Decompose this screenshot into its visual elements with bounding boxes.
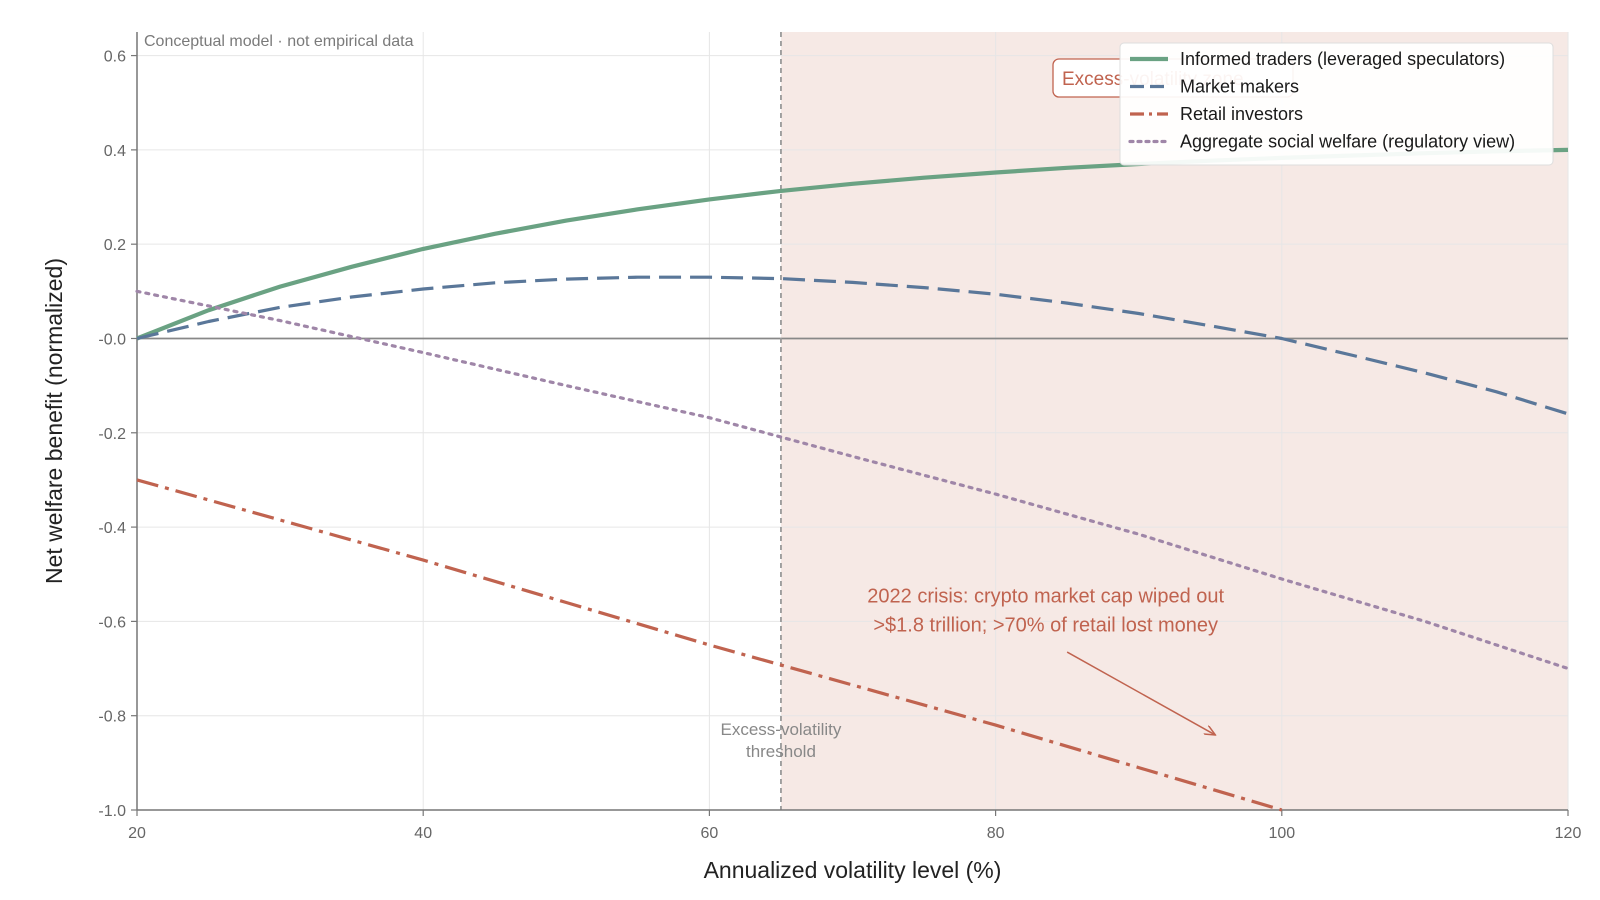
y-tick-label: -1.0 — [98, 803, 126, 820]
x-tick-label: 20 — [128, 825, 146, 842]
reference-lines — [137, 32, 1568, 810]
legend-label-4: Aggregate social welfare (regulatory vie… — [1180, 132, 1515, 152]
x-tick-label: 60 — [701, 825, 719, 842]
crisis-arrow — [1066, 651, 1214, 735]
legend: Informed traders (leveraged speculators)… — [1119, 42, 1554, 166]
x-tick-label: 100 — [1268, 825, 1295, 842]
x-tick-label: 80 — [987, 825, 1005, 842]
y-axis-label: Net welfare benefit (normalized) — [41, 258, 67, 584]
y-tick-label: -0.2 — [98, 426, 126, 443]
y-tick-label: -0.0 — [98, 331, 126, 348]
y-tick-label: 0.2 — [104, 237, 126, 254]
crisis-annotation-line2: >$1.8 trillion; >70% of retail lost mone… — [873, 614, 1218, 636]
y-tick-label: -0.4 — [98, 520, 126, 537]
threshold-label-line2: threshold — [746, 742, 816, 761]
y-tick-label: 0.6 — [104, 49, 126, 66]
y-tick-label: -0.6 — [98, 614, 126, 631]
axes: 20 40 60 80 100 120 0.6 0.4 0.2 -0.0 -0.2 -0.4 -0.6 -… — [41, 32, 1581, 883]
x-tick-label: 120 — [1555, 825, 1582, 842]
series-line-3 — [136, 478, 1283, 812]
conceptual-note: Conceptual model · not empirical data — [144, 33, 414, 50]
crisis-annotation-line1: 2022 crisis: crypto market cap wiped out — [867, 585, 1224, 607]
legend-box — [1119, 42, 1554, 166]
series-line-4 — [135, 289, 1570, 671]
x-axis-label: Annualized volatility level (%) — [704, 857, 1002, 883]
y-tick-label: -0.8 — [98, 709, 126, 726]
legend-label-2: Market makers — [1180, 77, 1299, 97]
series-line-2 — [136, 275, 1569, 416]
y-tick-label: 0.4 — [104, 143, 126, 160]
x-tick-label: 40 — [414, 825, 432, 842]
legend-label-3: Retail investors — [1180, 104, 1303, 124]
legend-label-1: Informed traders (leveraged speculators) — [1180, 49, 1505, 69]
threshold-label-line1: Excess-volatility — [720, 720, 841, 739]
annotations: Conceptual model · not empirical data Exc… — [144, 33, 1294, 761]
